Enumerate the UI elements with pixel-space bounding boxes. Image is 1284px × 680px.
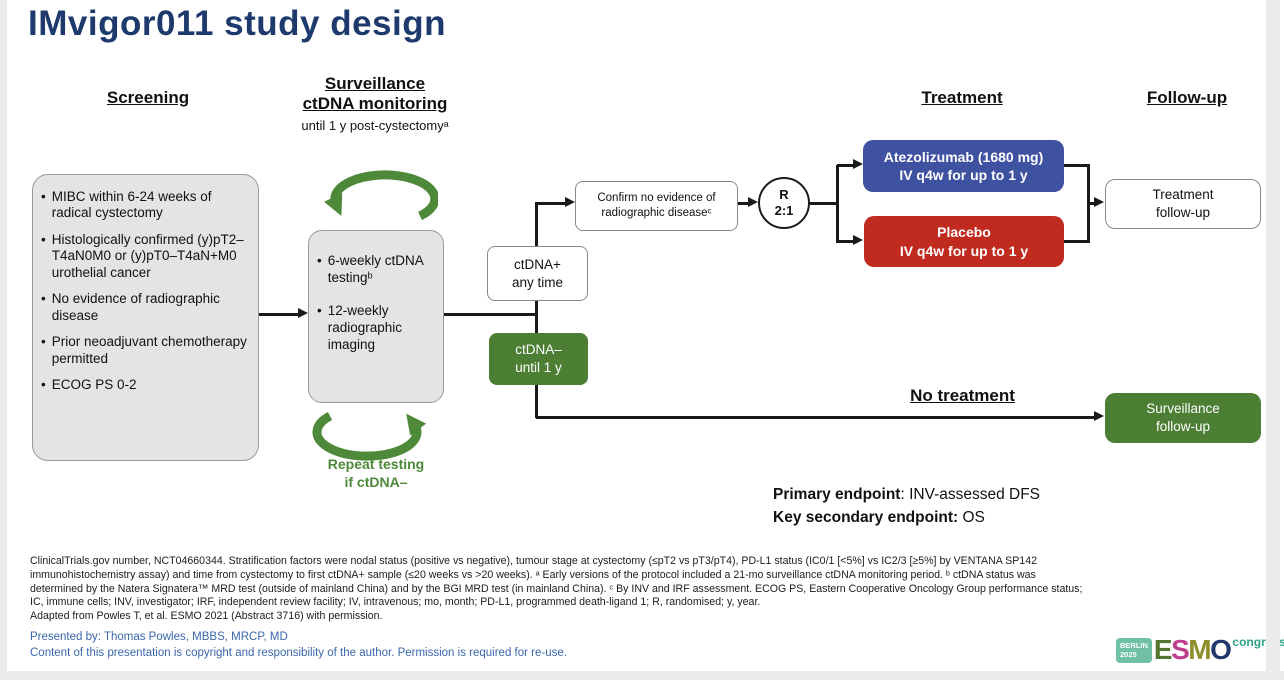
page-title: IMvigor011 study design bbox=[28, 4, 446, 43]
connector-line bbox=[1063, 164, 1089, 167]
list-item: MIBC within 6-24 weeks of radical cystec… bbox=[39, 189, 250, 222]
connector-line bbox=[1087, 202, 1096, 205]
list-item: 6-weekly ctDNA testingᵇ bbox=[315, 253, 439, 287]
connector-line bbox=[258, 313, 301, 316]
copyright-notice: Content of this presentation is copyrigh… bbox=[30, 647, 567, 659]
no-treatment-label: No treatment bbox=[910, 386, 1015, 405]
arrowhead bbox=[1094, 411, 1104, 421]
column-header-treatment: Treatment bbox=[921, 88, 1003, 107]
surveillance-followup-node: Surveillance follow-up bbox=[1105, 393, 1261, 443]
secondary-endpoint: Key secondary endpoint: OS bbox=[773, 509, 985, 527]
connector-line bbox=[737, 202, 750, 205]
connector-line bbox=[810, 202, 838, 205]
repeat-cycle-bottom-icon bbox=[312, 412, 427, 461]
esmo-wordmark: ESMO bbox=[1153, 634, 1232, 665]
repeat-cycle-top-icon bbox=[324, 170, 438, 221]
connector-line bbox=[536, 416, 1096, 419]
screening-criteria-box: MIBC within 6-24 weeks of radical cystec… bbox=[32, 174, 259, 461]
placebo-arm-node: Placebo IV q4w for up to 1 y bbox=[864, 216, 1064, 267]
treatment-followup-node: Treatment follow-up bbox=[1105, 179, 1261, 229]
presented-by: Presented by: Thomas Powles, MBBS, MRCP,… bbox=[30, 631, 288, 643]
list-item: No evidence of radiographic disease bbox=[39, 291, 250, 324]
column-header-surveillance: Surveillance ctDNA monitoring until 1 y … bbox=[272, 74, 478, 133]
arrowhead bbox=[853, 159, 863, 169]
atezolizumab-arm-node: Atezolizumab (1680 mg) IV q4w for up to … bbox=[863, 140, 1064, 192]
frame-edge-right bbox=[1266, 0, 1280, 680]
arrowhead bbox=[565, 197, 575, 207]
confirm-no-disease-node: Confirm no evidence of radiographic dise… bbox=[575, 181, 738, 231]
primary-endpoint: Primary endpoint: INV-assessed DFS bbox=[773, 486, 1041, 503]
repeat-testing-label: Repeat testing if ctDNA– bbox=[327, 456, 425, 490]
column-header-screening: Screening bbox=[106, 88, 190, 107]
surveillance-testing-list: 6-weekly ctDNA testingᵇ 12-weekly radiog… bbox=[315, 253, 439, 353]
frame-edge-left bbox=[0, 0, 7, 680]
arrowhead bbox=[1094, 197, 1104, 207]
screening-criteria-list: MIBC within 6-24 weeks of radical cystec… bbox=[39, 189, 250, 394]
surveillance-subtitle: until 1 y post-cystectomyᵃ bbox=[301, 117, 449, 133]
esmo-berlin-badge: BERLIN 2025 bbox=[1116, 638, 1152, 664]
list-item: Prior neoadjuvant chemotherapy permitted bbox=[39, 334, 250, 367]
ctdna-positive-node: ctDNA+ any time bbox=[487, 246, 588, 301]
connector-line bbox=[837, 240, 854, 243]
frame-edge-bottom bbox=[0, 671, 1284, 680]
connector-line bbox=[836, 165, 839, 243]
arrowhead bbox=[853, 235, 863, 245]
randomization-node: R 2:1 bbox=[758, 177, 810, 229]
connector-line bbox=[1063, 240, 1089, 243]
arrowhead bbox=[298, 308, 308, 318]
connector-line bbox=[837, 164, 854, 167]
connector-line bbox=[535, 202, 538, 418]
connector-line bbox=[536, 202, 567, 205]
esmo-congress-logo: BERLIN 2025 ESMO congress bbox=[1116, 633, 1284, 664]
connector-line bbox=[443, 313, 538, 316]
list-item: ECOG PS 0-2 bbox=[39, 377, 250, 393]
footnotes: ClinicalTrials.gov number, NCT04660344. … bbox=[30, 555, 1083, 623]
endpoints-block: Primary endpoint: INV-assessed DFS Key s… bbox=[773, 483, 1040, 530]
ctdna-negative-node: ctDNA– until 1 y bbox=[489, 333, 588, 385]
arrowhead bbox=[748, 197, 758, 207]
surveillance-testing-box: 6-weekly ctDNA testingᵇ 12-weekly radiog… bbox=[308, 230, 444, 403]
list-item: 12-weekly radiographic imaging bbox=[315, 303, 439, 354]
column-header-followup: Follow-up bbox=[1146, 88, 1228, 107]
list-item: Histologically confirmed (y)pT2–T4aN0M0 … bbox=[39, 232, 250, 281]
